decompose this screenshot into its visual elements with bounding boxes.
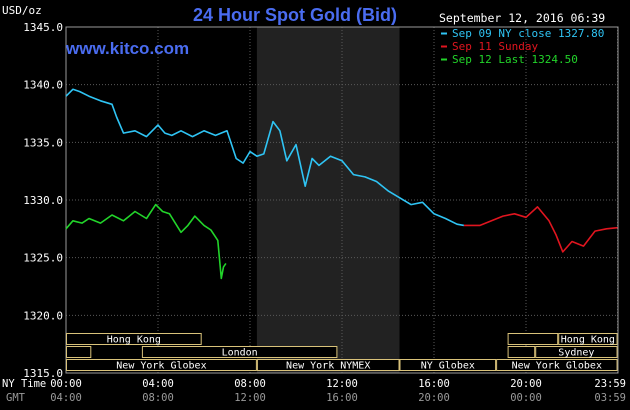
x-tick-label-gmt: 03:59 xyxy=(594,392,626,404)
y-tick-label: 1340.0 xyxy=(23,79,63,92)
y-tick-label: 1325.0 xyxy=(23,252,63,265)
x-tick-label-ny: 04:00 xyxy=(142,378,174,390)
session-label: New York Globex xyxy=(512,361,602,372)
y-tick-label: 1315.0 xyxy=(23,367,63,380)
x-axis-ticks: 00:00 04:00 04:00 08:00 08:00 12:00 12:00 16:00… xyxy=(50,378,626,404)
x-axis-label-gmt: GMT xyxy=(6,392,26,404)
y-axis-ticks: 1345.0 1340.0 1335.0 1330.0 1325.0 1320.0 1315… xyxy=(23,21,63,380)
session-bar xyxy=(141,346,338,358)
session-label: Hong Kong xyxy=(561,335,615,346)
session-bar xyxy=(496,359,618,371)
x-tick-label-gmt: 12:00 xyxy=(234,392,266,404)
x-tick-label-gmt: 20:00 xyxy=(418,392,450,404)
x-tick-label-ny: 20:00 xyxy=(510,378,542,390)
x-tick-label-gmt: 04:00 xyxy=(50,392,82,404)
timestamp: September 12, 2016 06:39 xyxy=(439,11,605,25)
chart-title: 24 Hour Spot Gold (Bid) xyxy=(193,5,397,25)
series-line-2 xyxy=(463,206,618,253)
legend-entry: Sep 11 Sunday xyxy=(452,40,538,53)
x-tick-label-gmt: 16:00 xyxy=(326,392,358,404)
x-tick-label-ny: 00:00 xyxy=(50,378,82,390)
x-tick-label-ny: 16:00 xyxy=(418,378,450,390)
market-sessions: Hong Kong London New York Globex New York N… xyxy=(66,333,618,372)
session-label: Sydney xyxy=(558,348,594,359)
session-bar xyxy=(66,346,92,358)
x-tick-label-ny: 08:00 xyxy=(234,378,266,390)
y-tick-label: 1335.0 xyxy=(23,136,63,149)
series-line-3 xyxy=(65,203,227,280)
x-axis-label-ny: NY Time xyxy=(2,378,46,390)
session-bar xyxy=(256,359,400,371)
y-tick-label: 1320.0 xyxy=(23,309,63,322)
session-label: NY Globex xyxy=(421,361,475,372)
x-tick-label-gmt: 00:00 xyxy=(510,392,542,404)
session-bar xyxy=(66,359,257,371)
source-watermark: www.kitco.com xyxy=(65,39,189,58)
session-label: Hong Kong xyxy=(107,335,161,346)
session-bar xyxy=(507,346,536,358)
y-tick-label: 1345.0 xyxy=(23,21,63,34)
session-bar xyxy=(507,333,559,345)
plot-frame xyxy=(65,26,619,374)
session-bar xyxy=(66,333,202,345)
series-line-1 xyxy=(65,88,465,227)
session-label: New York Globex xyxy=(116,361,206,372)
x-tick-label-gmt: 08:00 xyxy=(142,392,174,404)
legend-entry: Sep 12 Last 1324.50 xyxy=(452,53,578,66)
session-label: New York NYMEX xyxy=(286,361,370,372)
y-axis-label: USD/oz xyxy=(2,4,42,17)
session-bar xyxy=(558,333,618,345)
x-tick-label-ny: 12:00 xyxy=(326,378,358,390)
session-bar xyxy=(535,346,618,358)
x-tick-label-ny: 23:59 xyxy=(594,378,626,390)
legend-entry: Sep 09 NY close 1327.80 xyxy=(452,27,604,40)
series-layer xyxy=(65,88,618,280)
y-tick-label: 1330.0 xyxy=(23,194,63,207)
session-bar xyxy=(399,359,497,371)
session-label: London xyxy=(222,348,258,359)
